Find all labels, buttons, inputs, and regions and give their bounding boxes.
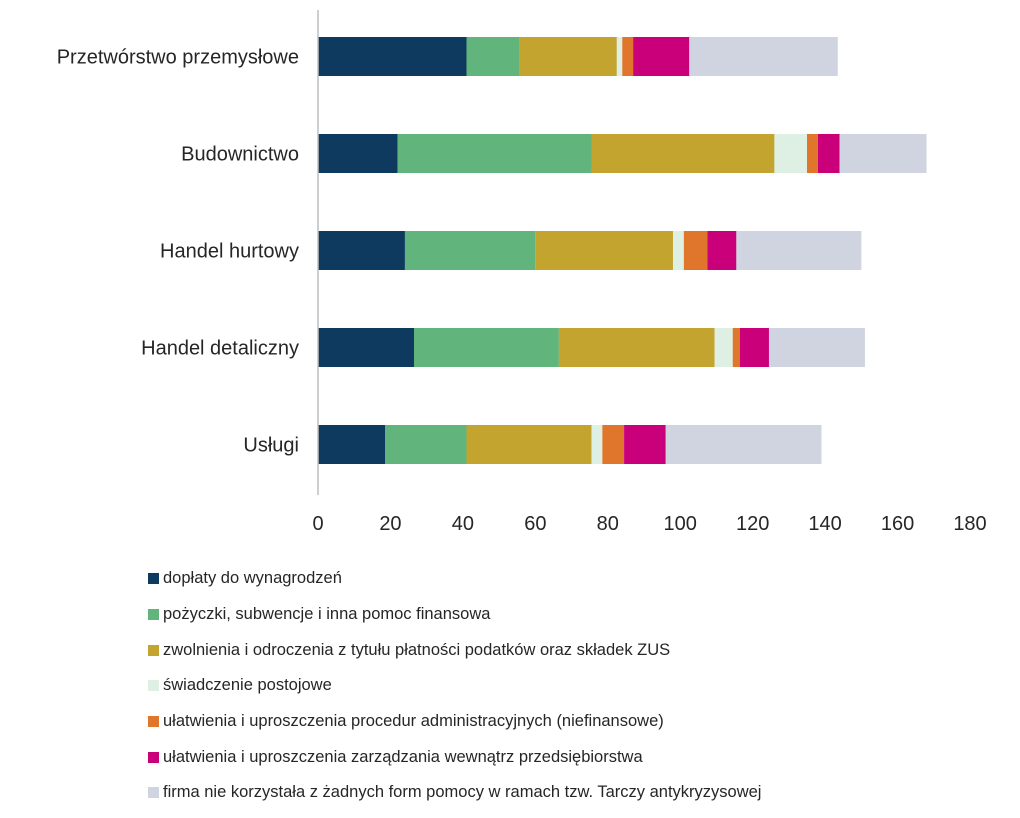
- bar-segment-0-4: [622, 37, 634, 76]
- bar-segment-4-1: [385, 425, 467, 464]
- legend-swatch: [148, 573, 159, 585]
- legend-label: świadczenie postojowe: [163, 676, 332, 695]
- bar-segment-3-2: [558, 328, 715, 367]
- bar-segment-0-6: [689, 37, 838, 76]
- bar-segment-3-4: [732, 328, 740, 367]
- legend-swatch: [148, 680, 159, 692]
- x-tick-label: 100: [664, 513, 697, 535]
- legend-swatch: [148, 787, 159, 799]
- legend-item: dopłaty do wynagrodzeń: [148, 561, 1008, 597]
- bar-segment-3-5: [739, 328, 769, 367]
- legend-item: pożyczki, subwencje i inna pomoc finanso…: [148, 597, 1008, 633]
- bar-segment-2-6: [736, 231, 862, 270]
- legend-swatch: [148, 716, 159, 728]
- category-label: Przetwórstwo przemysłowe: [57, 47, 299, 69]
- legend-item: ułatwienia i uproszczenia procedur admin…: [148, 704, 1008, 740]
- x-tick-label: 80: [597, 513, 619, 535]
- x-tick-label: 40: [452, 513, 474, 535]
- bar-segment-3-1: [413, 328, 559, 367]
- legend-item: zwolnienia i odroczenia z tytułu płatnoś…: [148, 632, 1008, 668]
- bar-segment-2-0: [318, 231, 405, 270]
- chart-legend: dopłaty do wynagrodzeń pożyczki, subwencj…: [148, 561, 1008, 811]
- bar-segment-4-6: [665, 425, 822, 464]
- x-tick-labels: 0 20 40 60 80 100 120 140 160 180: [312, 513, 986, 535]
- legend-label: pożyczki, subwencje i inna pomoc finanso…: [163, 605, 491, 624]
- x-tick-label: 60: [524, 513, 546, 535]
- bar-segment-1-4: [807, 134, 818, 173]
- bar-segment-1-1: [397, 134, 592, 173]
- bar-segment-0-0: [318, 37, 467, 76]
- category-label: Handel detaliczny: [141, 338, 299, 360]
- bar-segment-2-2: [535, 231, 673, 270]
- category-label: Handel hurtowy: [160, 241, 299, 263]
- bar-segment-1-0: [318, 134, 398, 173]
- stacked-bar-chart: Przetwórstwo przemysłowe Budownictwo Hande…: [57, 10, 987, 535]
- legend-label: ułatwienia i uproszczenia zarządzania we…: [163, 747, 643, 766]
- bar-segment-0-1: [466, 37, 520, 76]
- legend-swatch: [148, 644, 159, 656]
- x-tick-label: 20: [379, 513, 401, 535]
- bar-segment-0-5: [633, 37, 690, 76]
- bars-layer: [318, 37, 927, 464]
- bar-segment-4-3: [591, 425, 603, 464]
- legend-item: ułatwienia i uproszczenia zarządzania we…: [148, 739, 1008, 775]
- category-labels: Przetwórstwo przemysłowe Budownictwo Hande…: [57, 47, 299, 457]
- legend-item: świadczenie postojowe: [148, 668, 1008, 704]
- x-tick-label: 140: [808, 513, 841, 535]
- x-tick-label: 0: [312, 513, 323, 535]
- bar-segment-2-4: [683, 231, 708, 270]
- bar-segment-0-2: [519, 37, 617, 76]
- bar-segment-4-2: [466, 425, 592, 464]
- bar-segment-2-1: [404, 231, 536, 270]
- category-label: Usługi: [243, 435, 299, 457]
- legend-swatch: [148, 609, 159, 621]
- bar-segment-0-3: [616, 37, 623, 76]
- legend-label: ułatwienia i uproszczenia procedur admin…: [163, 712, 664, 731]
- bar-segment-3-3: [714, 328, 733, 367]
- legend-label: zwolnienia i odroczenia z tytułu płatnoś…: [163, 640, 671, 659]
- bar-segment-3-0: [318, 328, 414, 367]
- legend-label: dopłaty do wynagrodzeń: [163, 569, 342, 588]
- legend-label: firma nie korzystała z żadnych form pomo…: [163, 783, 762, 802]
- bar-segment-1-6: [839, 134, 927, 173]
- bar-segment-1-2: [591, 134, 775, 173]
- bar-segment-3-6: [768, 328, 865, 367]
- bar-segment-1-5: [817, 134, 840, 173]
- bar-segment-1-3: [774, 134, 807, 173]
- bar-segment-2-3: [672, 231, 684, 270]
- legend-swatch: [148, 751, 159, 763]
- x-tick-label: 180: [953, 513, 986, 535]
- bar-segment-4-5: [624, 425, 666, 464]
- category-label: Budownictwo: [181, 144, 299, 166]
- bar-segment-4-4: [602, 425, 625, 464]
- legend-item: firma nie korzystała z żadnych form pomo…: [148, 775, 1008, 811]
- bar-segment-2-5: [707, 231, 737, 270]
- x-tick-label: 160: [881, 513, 914, 535]
- x-tick-label: 120: [736, 513, 769, 535]
- bar-segment-4-0: [318, 425, 386, 464]
